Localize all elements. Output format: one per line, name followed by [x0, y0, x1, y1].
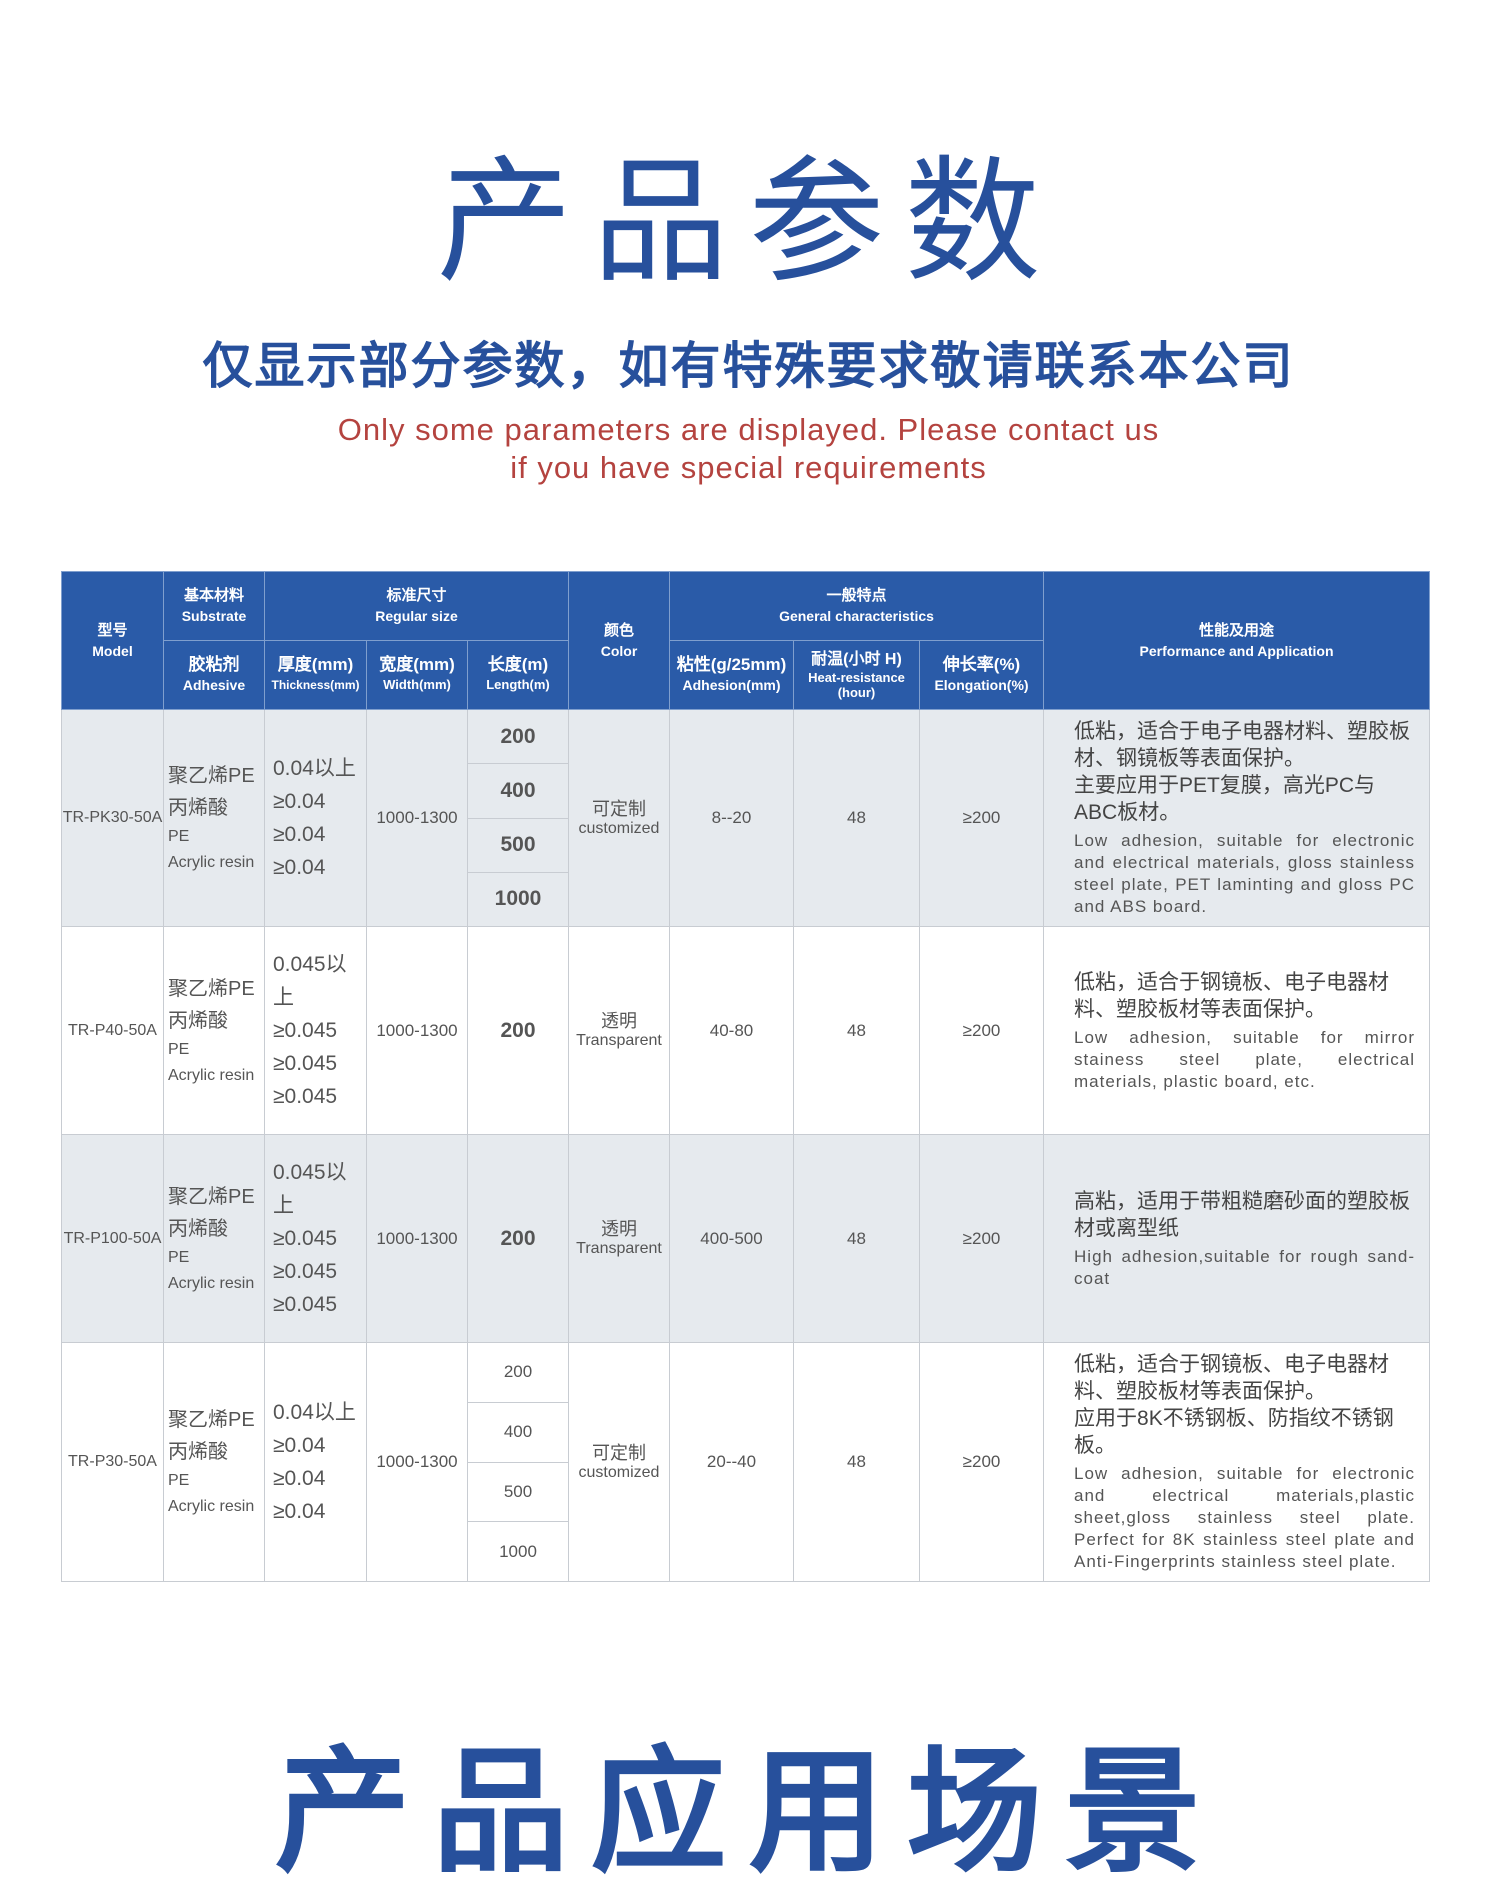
performance-cell: 低粘，适合于电子电器材料、塑胶板材、钢镜板等表面保护。 主要应用于PET复膜，高光…: [1043, 709, 1431, 927]
table-row: TR-PK30-50A 聚乙烯PE 丙烯酸 PE Acrylic resin 0.04以上…: [61, 709, 1431, 927]
parameter-table: 型号 Model 基本材料 Substrate 标准尺寸 Regular size 颜…: [61, 571, 1431, 1582]
header-color: 颜色 Color: [568, 571, 670, 710]
table-row: TR-P100-50A 聚乙烯PE 丙烯酸 PE Acrylic resin 0.045以…: [61, 1134, 1431, 1343]
material-cell: 聚乙烯PE 丙烯酸 PE Acrylic resin: [163, 926, 265, 1135]
color-cell: 可定制 customized: [568, 1342, 670, 1582]
material-cell: 聚乙烯PE 丙烯酸 PE Acrylic resin: [163, 1134, 265, 1343]
width-cell: 1000-1300: [366, 709, 468, 927]
header-model: 型号 Model: [61, 571, 164, 710]
elongation-cell: ≥200: [918, 926, 1045, 1135]
subtitle-cn: 仅显示部分参数，如有特殊要求敬请联系本公司: [202, 337, 1295, 395]
color-cell: 透明 Transparent: [568, 1134, 670, 1343]
width-cell: 1000-1300: [366, 1134, 468, 1343]
width-cell: 1000-1300: [366, 926, 468, 1135]
subtitle-en-line2: if you have special requirements: [510, 450, 987, 485]
subtitle-en-line1: Only some parameters are displayed. Plea…: [337, 412, 1160, 447]
header-general: 一般特点 General characteristics: [668, 571, 1045, 641]
thickness-cell: 0.04以上 ≥0.04 ≥0.04 ≥0.04: [264, 1342, 367, 1582]
adhesion-cell: 400-500: [669, 1134, 794, 1343]
heat-cell: 48: [793, 1342, 920, 1582]
elongation-cell: ≥200: [918, 709, 1045, 927]
length-cell: 200 400 500 1000: [467, 709, 569, 927]
color-cell: 透明 Transparent: [568, 926, 670, 1135]
header-elongation: 伸长率(%) Elongation(%): [918, 640, 1045, 710]
thickness-cell: 0.045以上 ≥0.045 ≥0.045 ≥0.045: [264, 1134, 367, 1343]
header-thickness: 厚度(mm) Thickness(mm): [264, 640, 367, 710]
adhesion-cell: 8--20: [669, 709, 794, 927]
width-cell: 1000-1300: [366, 1342, 468, 1582]
length-cell: 200: [467, 926, 569, 1135]
color-cell: 可定制 customized: [568, 709, 670, 927]
header-adhesion: 粘性(g/25mm) Adhesion(mm): [669, 640, 794, 710]
length-cell: 200 400 500 1000: [467, 1342, 569, 1582]
heat-cell: 48: [793, 926, 920, 1135]
performance-cell: 低粘，适合于钢镜板、电子电器材料、塑胶板材等表面保护。 应用于8K不锈钢板、防指纹…: [1043, 1342, 1431, 1582]
heat-cell: 48: [793, 1134, 920, 1343]
performance-cell: 高粘，适用于带粗糙磨砂面的塑胶板材或离型纸 High adhesion,suita…: [1043, 1134, 1431, 1343]
header-length: 长度(m) Length(m): [467, 640, 569, 710]
heat-cell: 48: [793, 709, 920, 927]
table-row: TR-P40-50A 聚乙烯PE 丙烯酸 PE Acrylic resin 0.045以上…: [61, 926, 1431, 1135]
elongation-cell: ≥200: [918, 1342, 1045, 1582]
header-heat: 耐温(小时 H) Heat-resistance (hour): [793, 640, 920, 710]
header-regular-size: 标准尺寸 Regular size: [264, 571, 569, 641]
section-title-application: 产品应用场景: [274, 1734, 1223, 1892]
model-cell: TR-P100-50A: [61, 1134, 164, 1343]
model-cell: TR-P40-50A: [61, 926, 164, 1135]
length-cell: 200: [467, 1134, 569, 1343]
adhesion-cell: 40-80: [669, 926, 794, 1135]
performance-cell: 低粘，适合于钢镜板、电子电器材料、塑胶板材等表面保护。 Low adhesion,…: [1043, 926, 1431, 1135]
adhesion-cell: 20--40: [669, 1342, 794, 1582]
material-cell: 聚乙烯PE 丙烯酸 PE Acrylic resin: [163, 1342, 265, 1582]
header-substrate: 基本材料 Substrate: [163, 571, 265, 641]
thickness-cell: 0.045以上 ≥0.045 ≥0.045 ≥0.045: [264, 926, 367, 1135]
material-cell: 聚乙烯PE 丙烯酸 PE Acrylic resin: [163, 709, 265, 927]
table-row: TR-P30-50A 聚乙烯PE 丙烯酸 PE Acrylic resin 0.04以上 ≥…: [61, 1342, 1431, 1582]
model-cell: TR-P30-50A: [61, 1342, 164, 1582]
page-title: 产品参数: [436, 144, 1061, 302]
model-cell: TR-PK30-50A: [61, 709, 164, 927]
header-width: 宽度(mm) Width(mm): [366, 640, 468, 710]
header-performance: 性能及用途 Performance and Application: [1043, 571, 1431, 710]
elongation-cell: ≥200: [918, 1134, 1045, 1343]
header-adhesive: 胶粘剂 Adhesive: [163, 640, 265, 710]
thickness-cell: 0.04以上 ≥0.04 ≥0.04 ≥0.04: [264, 709, 367, 927]
